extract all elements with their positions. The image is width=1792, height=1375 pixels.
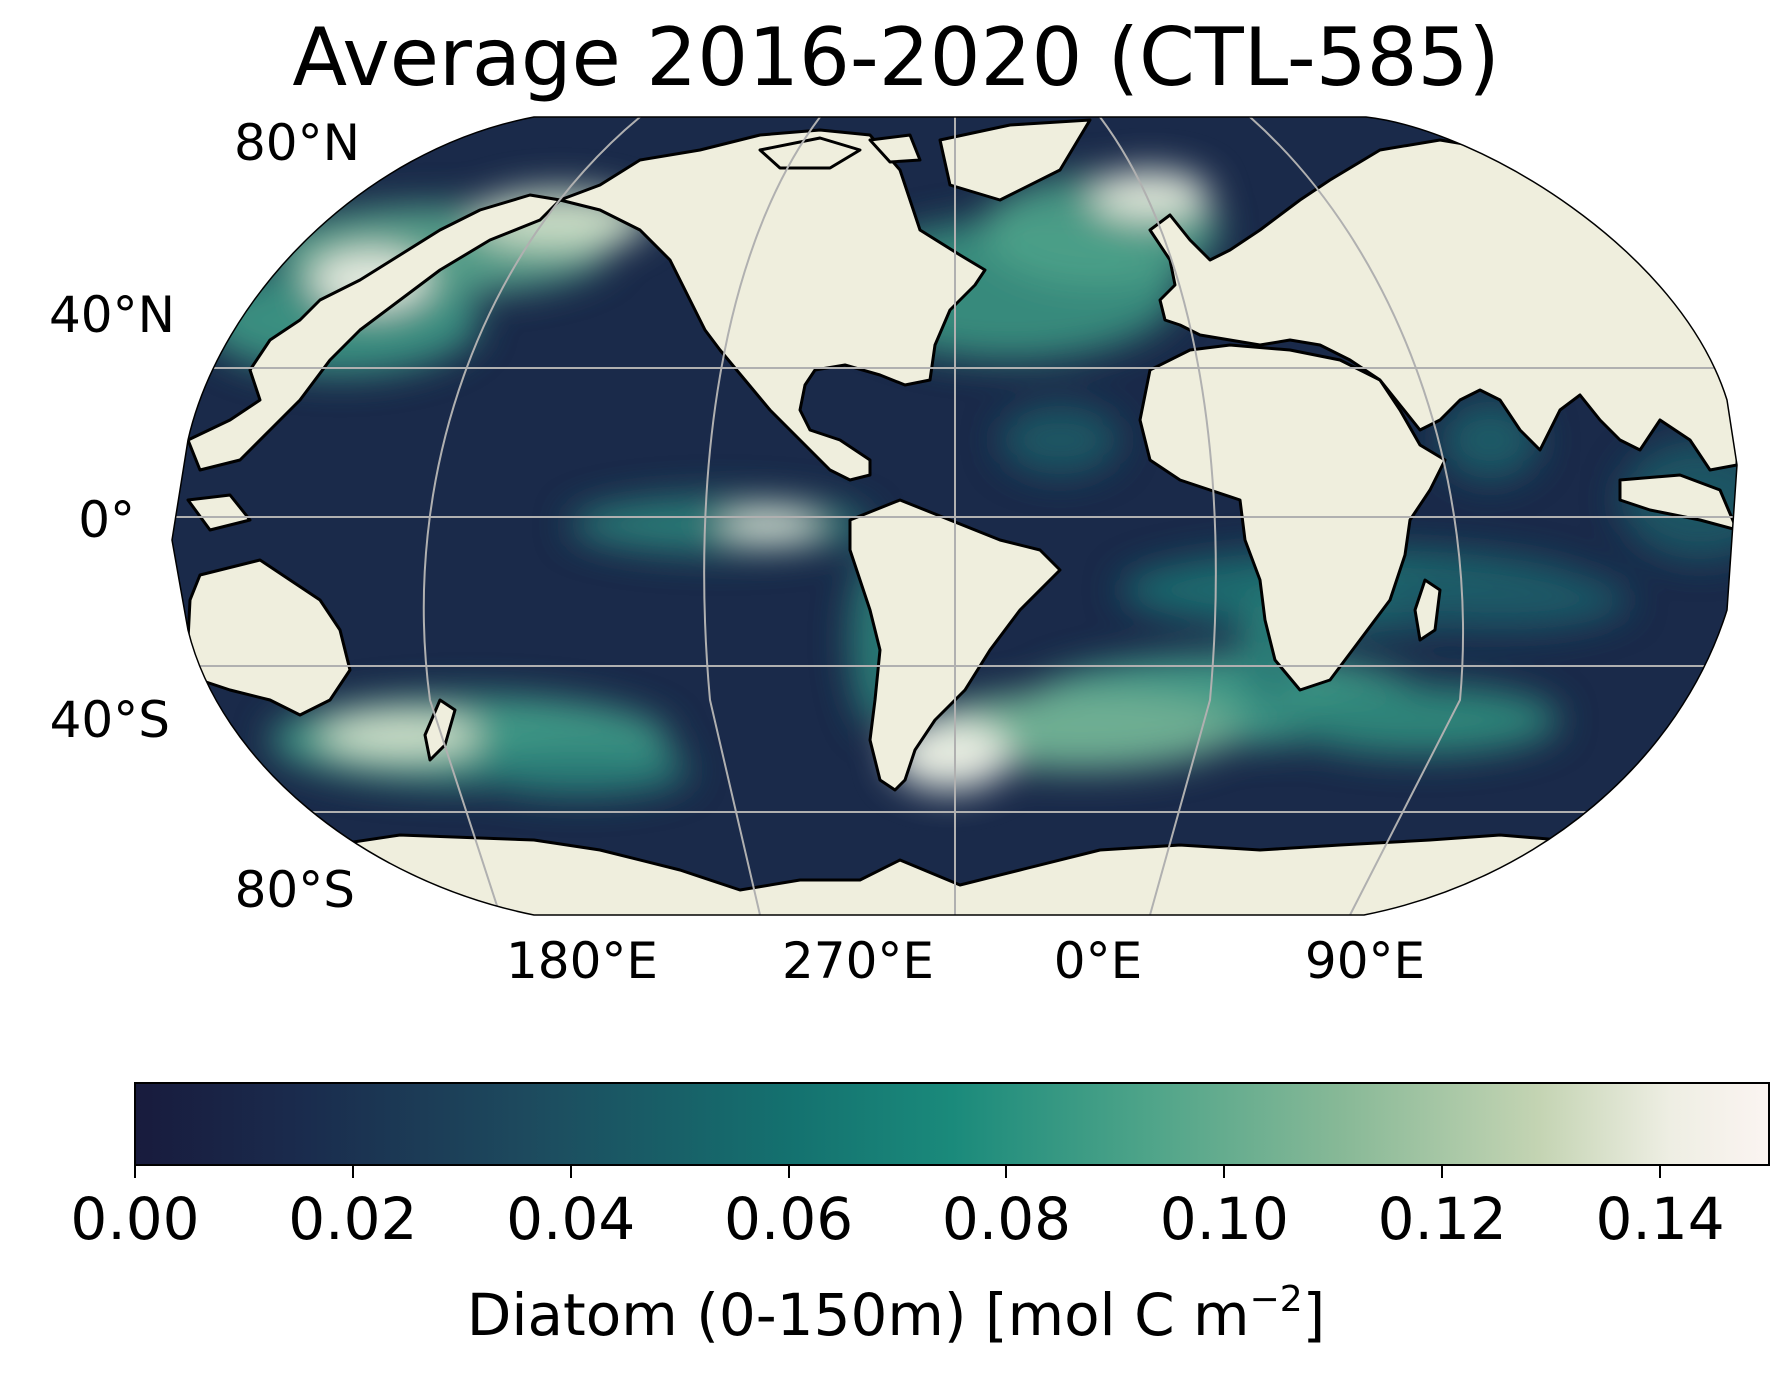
colorbar-tick-label: 0.00 — [70, 1185, 200, 1253]
colorbar-tick — [569, 1166, 572, 1178]
colorbar-label-main: Diatom (0-150m) [mol C m — [466, 1281, 1250, 1349]
colorbar-label: Diatom (0-150m) [mol C m−2] — [0, 1279, 1792, 1345]
colorbar-tick — [787, 1166, 790, 1178]
lat-label-0: 0° — [78, 491, 135, 549]
madagascar — [1413, 578, 1442, 642]
chart-title: Average 2016-2020 (CTL-585) — [292, 11, 1500, 104]
lat-label-40s: 40°S — [49, 691, 170, 749]
eurasia — [1148, 138, 1737, 472]
map-outline — [171, 116, 1738, 916]
colorbar — [134, 1082, 1770, 1166]
colorbar-tick — [1005, 1166, 1008, 1178]
east-asia — [186, 193, 562, 472]
greenland — [938, 118, 1092, 202]
colorbar-tick-label: 0.12 — [1377, 1185, 1507, 1253]
colorbar-tick-label: 0.04 — [506, 1185, 636, 1253]
lat-label-80n: 80°N — [233, 114, 360, 172]
colorbar-tick-label: 0.08 — [941, 1185, 1072, 1253]
colorbar-label-end: ] — [1302, 1281, 1326, 1349]
colorbar-label-exponent: −2 — [1249, 1279, 1303, 1320]
colorbar-tick — [134, 1166, 136, 1178]
colorbar-tick — [1441, 1166, 1444, 1178]
colorbar-tick — [351, 1166, 354, 1178]
gridlines — [172, 117, 1737, 915]
lon-label-180e: 180°E — [505, 932, 659, 990]
lat-label-80s: 80°S — [234, 861, 355, 919]
colorbar-tick-label: 0.02 — [288, 1185, 418, 1253]
colorbar-tick-label: 0.10 — [1159, 1185, 1289, 1253]
arctic-islands — [758, 133, 922, 170]
north-america — [558, 128, 987, 482]
colorbar-tick — [1223, 1166, 1226, 1178]
colorbar-tick-label: 0.06 — [724, 1185, 854, 1253]
indonesia — [186, 473, 1737, 532]
lat-label-40n: 40°N — [48, 286, 175, 344]
lon-label-90e: 90°E — [1304, 932, 1426, 990]
colorbar-tick-label: 0.14 — [1595, 1185, 1725, 1253]
colorbar-tick — [1659, 1166, 1662, 1178]
lon-label-270e: 270°E — [781, 932, 935, 990]
lon-label-0e: 0°E — [1053, 932, 1143, 990]
